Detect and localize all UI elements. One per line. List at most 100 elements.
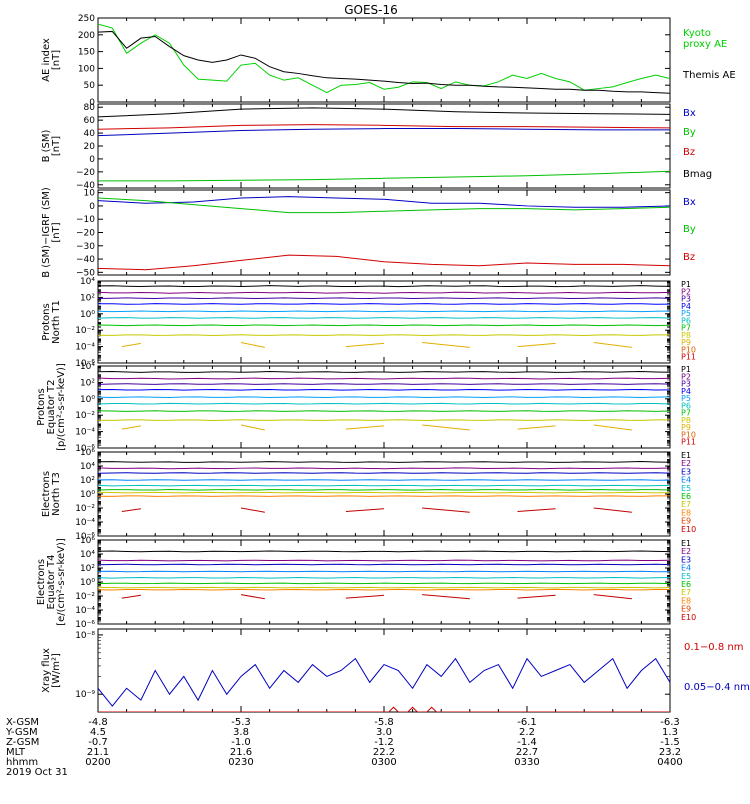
- y-tick-label: 10⁻⁶: [75, 620, 95, 630]
- series-line-P2: [98, 291, 670, 294]
- y-tick-label: 10⁶: [80, 536, 95, 546]
- y-tick-label: −50: [76, 268, 95, 278]
- y-axis-label-line: North T3: [51, 472, 62, 516]
- orbit-value: 0230: [228, 757, 253, 768]
- orbit-value: 0330: [514, 757, 539, 768]
- y-tick-label: 10⁻²: [75, 326, 95, 336]
- series-line-E5: [98, 577, 670, 579]
- series-segment-E9: [422, 507, 470, 513]
- legend-label: E6: [681, 492, 691, 501]
- y-tick-label: −10: [76, 215, 95, 225]
- series-segment-P9: [345, 425, 385, 430]
- legend-label: P2: [681, 287, 691, 296]
- legend-label: Bx: [683, 197, 696, 208]
- orbit-value: -0.7: [88, 737, 108, 748]
- y-tick-label: 50: [84, 81, 96, 91]
- series-line-Bx: [98, 196, 670, 208]
- series-segment-E9: [593, 507, 632, 513]
- legend-label: P1: [681, 280, 691, 289]
- y-axis-label-line: [p/(cm²-s-sr-keV)]: [56, 363, 67, 451]
- series-segment-P9: [121, 425, 141, 430]
- y-axis-label: Protons Equator T2 [p/(cm²-s-sr-keV)]: [36, 363, 67, 451]
- series-group: [98, 657, 670, 712]
- series-line-P1: [98, 370, 670, 373]
- legend-label: Bmag: [683, 169, 712, 180]
- y-tick-label: 10⁰: [80, 490, 95, 500]
- orbit-row-label: Z-GSM: [6, 737, 39, 748]
- y-tick-label: 0: [89, 202, 95, 212]
- orbit-value: -5.8: [374, 717, 394, 728]
- y-axis-label-line: [e/(cm²-s-sr-keV)]: [56, 538, 67, 626]
- series-line-Themis AE: [98, 30, 670, 94]
- y-axis-label-line: Protons: [41, 303, 52, 340]
- y-tick-label: 10²: [80, 293, 95, 303]
- panel-frame: [97, 628, 671, 713]
- y-axis-label-line: [W/m²]: [51, 653, 62, 688]
- panel-xray: 10⁻⁹ 10⁻⁸ Xray flux [W/m²] 0.05−0.4 nm 0.1−0.…: [41, 628, 750, 713]
- series-segment-E9: [422, 594, 470, 600]
- series-line-E8: [98, 588, 670, 591]
- series-line-E1: [98, 461, 670, 463]
- legend-label: E4: [681, 564, 691, 573]
- y-axis-label: Protons North T1: [41, 300, 62, 344]
- orbit-value: -5.3: [231, 717, 251, 728]
- series-line-Bx: [98, 128, 670, 137]
- y-axis-label: B (SM) [nT]: [41, 129, 62, 162]
- panel-bigrf: −50 −40 −30 −20 −10 0 10 B (SM)−IGRF (SM) [nT] Bx…: [41, 187, 696, 278]
- series-line-E3: [98, 563, 670, 566]
- legend-label: E5: [681, 484, 691, 493]
- series-segment-P9: [422, 424, 470, 431]
- y-tick-label: 10⁴: [80, 550, 95, 560]
- y-axis-label-line: [nT]: [51, 222, 62, 242]
- series-line-E8: [98, 495, 670, 497]
- y-tick-label: 20: [84, 142, 96, 152]
- series-line-P8: [98, 419, 670, 421]
- legend-label: P7: [681, 324, 691, 333]
- series-line-P3: [98, 383, 670, 385]
- legend-label: P2: [681, 372, 691, 381]
- legend-label: E9: [681, 605, 691, 614]
- orbit-row-label: MLT: [6, 747, 26, 758]
- orbit-value: -1.2: [374, 737, 394, 748]
- series-line-E7: [98, 586, 670, 589]
- plot-title: GOES-16: [344, 3, 398, 17]
- orbit-value: 3.0: [376, 727, 392, 738]
- series-line-E6: [98, 582, 670, 585]
- series-line-E6: [98, 489, 670, 491]
- series-segment-P9: [240, 424, 265, 431]
- y-axis-label-line: Electrons: [36, 559, 47, 605]
- y-tick-label: 10⁻⁴: [75, 343, 95, 353]
- series-segment-P9: [121, 342, 141, 348]
- series-line-P4: [98, 303, 670, 305]
- legend-label: E2: [681, 547, 691, 556]
- panel-electrons_t3: 10⁻⁶ 10⁻⁴ 10⁻² 10⁰ 10² 10⁴ 10⁶ Electrons North T…: [41, 448, 696, 542]
- legend-label: E2: [681, 459, 691, 468]
- y-axis-label-line: B (SM)−IGRF (SM): [41, 187, 52, 278]
- y-axis-label-line: [nT]: [51, 50, 62, 70]
- panel-bsm: −40 −20 0 20 40 60 80 B (SM) [nT] Bx By Bz Bmag: [41, 103, 712, 191]
- legend-label: P11: [681, 353, 696, 362]
- y-tick-label: 0: [89, 155, 95, 165]
- series-group: [98, 285, 670, 348]
- series-line-E2: [98, 467, 670, 470]
- y-tick-label: 0: [89, 98, 95, 108]
- panel-frame: [97, 539, 671, 625]
- series-segment-E9: [345, 508, 385, 512]
- date-label: 2019 Oct 31: [6, 767, 68, 778]
- y-tick-label: 100: [78, 64, 95, 74]
- series-segment-E9: [345, 594, 385, 599]
- legend-label: E10: [681, 525, 696, 534]
- y-tick-label: 10⁰: [80, 578, 95, 588]
- y-tick-label: 10⁰: [80, 310, 95, 320]
- legend-label: P8: [681, 331, 691, 340]
- orbit-row-label: Y-GSM: [5, 727, 38, 738]
- y-tick-label: 10⁻²: [75, 504, 95, 514]
- y-axis-label-line: Electrons: [41, 471, 52, 517]
- y-tick-label: 10⁻⁴: [75, 428, 95, 438]
- legend-label: By: [683, 127, 696, 138]
- y-axis-label-line: [nT]: [51, 136, 62, 156]
- series-group: [98, 23, 670, 94]
- series-segment-P9: [517, 425, 556, 430]
- legend-label: P9: [681, 423, 691, 432]
